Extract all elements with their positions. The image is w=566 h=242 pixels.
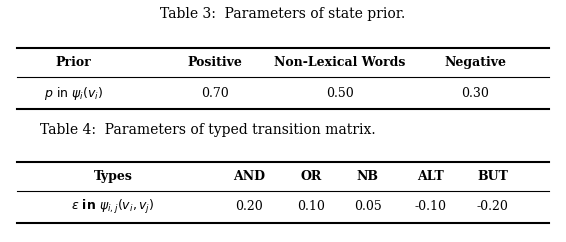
Text: NB: NB: [357, 170, 379, 183]
Text: Non-Lexical Words: Non-Lexical Words: [274, 56, 405, 69]
Text: -0.20: -0.20: [477, 200, 508, 213]
Text: Positive: Positive: [188, 56, 242, 69]
Text: BUT: BUT: [477, 170, 508, 183]
Text: 0.50: 0.50: [325, 87, 354, 100]
Text: Negative: Negative: [444, 56, 507, 69]
Text: Prior: Prior: [55, 56, 92, 69]
Text: -0.10: -0.10: [414, 200, 446, 213]
Text: Table 3:  Parameters of state prior.: Table 3: Parameters of state prior.: [160, 7, 406, 21]
Text: 0.30: 0.30: [461, 87, 490, 100]
Text: Types: Types: [94, 170, 132, 183]
Text: 0.20: 0.20: [235, 200, 263, 213]
Text: $\epsilon\ \mathbf{in}\ \psi_{i,j}(v_i, v_j)$: $\epsilon\ \mathbf{in}\ \psi_{i,j}(v_i, …: [71, 198, 155, 216]
Text: 0.10: 0.10: [297, 200, 325, 213]
Text: Table 4:  Parameters of typed transition matrix.: Table 4: Parameters of typed transition …: [40, 123, 375, 137]
Text: OR: OR: [301, 170, 322, 183]
Text: 0.70: 0.70: [201, 87, 229, 100]
Text: $p\ \mathrm{in}\ \psi_i(v_i)$: $p\ \mathrm{in}\ \psi_i(v_i)$: [44, 85, 103, 102]
Text: AND: AND: [233, 170, 265, 183]
Text: ALT: ALT: [417, 170, 444, 183]
Text: 0.05: 0.05: [354, 200, 382, 213]
